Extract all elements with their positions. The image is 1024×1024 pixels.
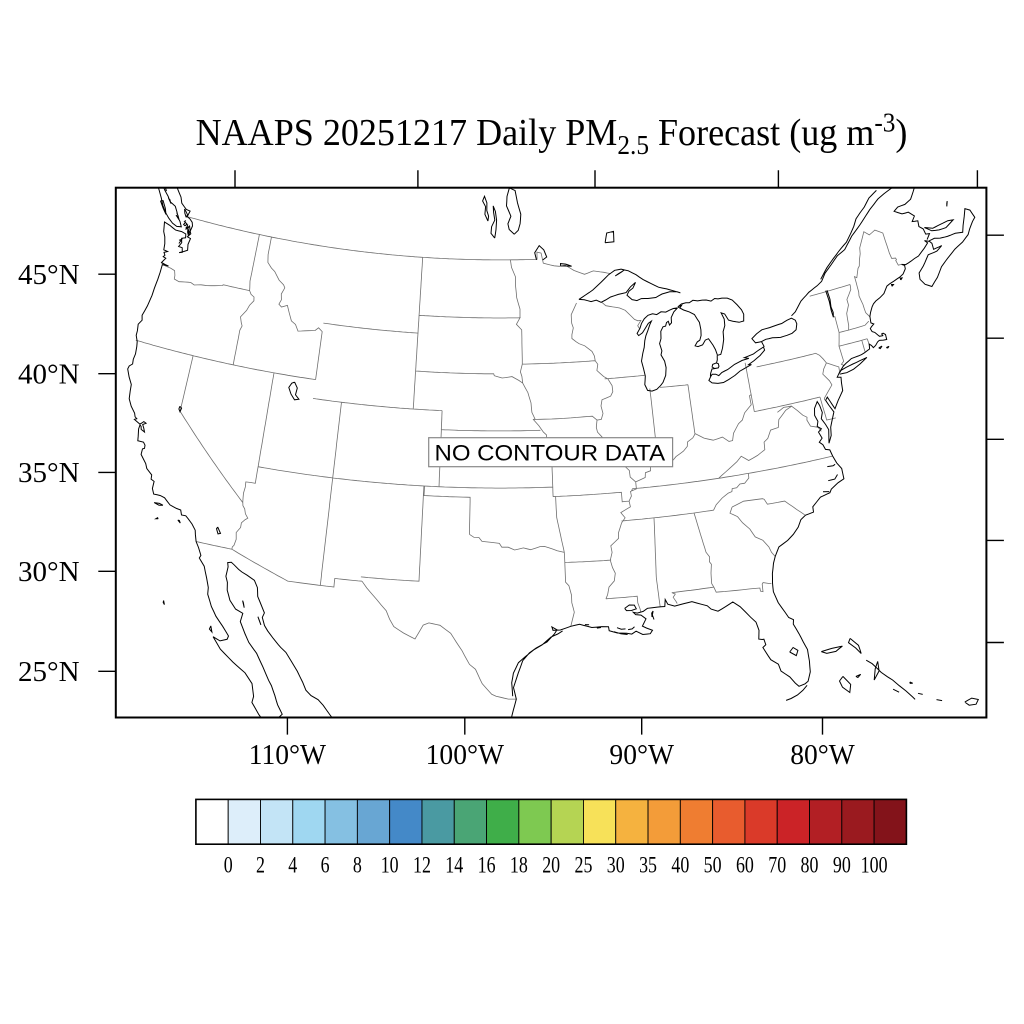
svg-text:35: 35 <box>639 853 657 878</box>
svg-text:30°N: 30°N <box>18 556 80 588</box>
svg-text:NO CONTOUR DATA: NO CONTOUR DATA <box>435 440 666 465</box>
svg-text:90°W: 90°W <box>609 739 674 771</box>
svg-text:80: 80 <box>801 853 819 878</box>
svg-text:12: 12 <box>413 853 431 878</box>
svg-text:18: 18 <box>510 853 528 878</box>
svg-text:60: 60 <box>736 853 754 878</box>
svg-text:70: 70 <box>768 853 786 878</box>
svg-text:8: 8 <box>353 853 362 878</box>
svg-text:10: 10 <box>381 853 399 878</box>
svg-text:25°N: 25°N <box>18 656 80 688</box>
svg-text:25: 25 <box>574 853 592 878</box>
svg-text:40: 40 <box>671 853 689 878</box>
svg-text:100: 100 <box>861 853 888 878</box>
svg-text:14: 14 <box>445 853 463 878</box>
svg-text:2: 2 <box>256 853 265 878</box>
svg-text:16: 16 <box>478 853 496 878</box>
svg-text:110°W: 110°W <box>249 739 327 771</box>
svg-text:80°W: 80°W <box>790 739 855 771</box>
svg-text:35°N: 35°N <box>18 457 80 489</box>
svg-text:20: 20 <box>542 853 560 878</box>
svg-text:100°W: 100°W <box>426 739 505 771</box>
svg-text:50: 50 <box>704 853 722 878</box>
svg-text:0: 0 <box>224 853 233 878</box>
svg-text:90: 90 <box>833 853 851 878</box>
svg-text:6: 6 <box>321 853 330 878</box>
svg-text:30: 30 <box>607 853 625 878</box>
svg-text:45°N: 45°N <box>18 259 80 291</box>
svg-text:NAAPS 20251217 Daily PM2.5 For: NAAPS 20251217 Daily PM2.5 Forecast (ug … <box>196 108 908 160</box>
svg-text:40°N: 40°N <box>18 358 80 390</box>
svg-text:4: 4 <box>288 853 297 878</box>
